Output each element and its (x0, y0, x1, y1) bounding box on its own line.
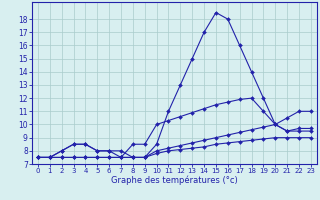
X-axis label: Graphe des températures (°c): Graphe des températures (°c) (111, 176, 238, 185)
